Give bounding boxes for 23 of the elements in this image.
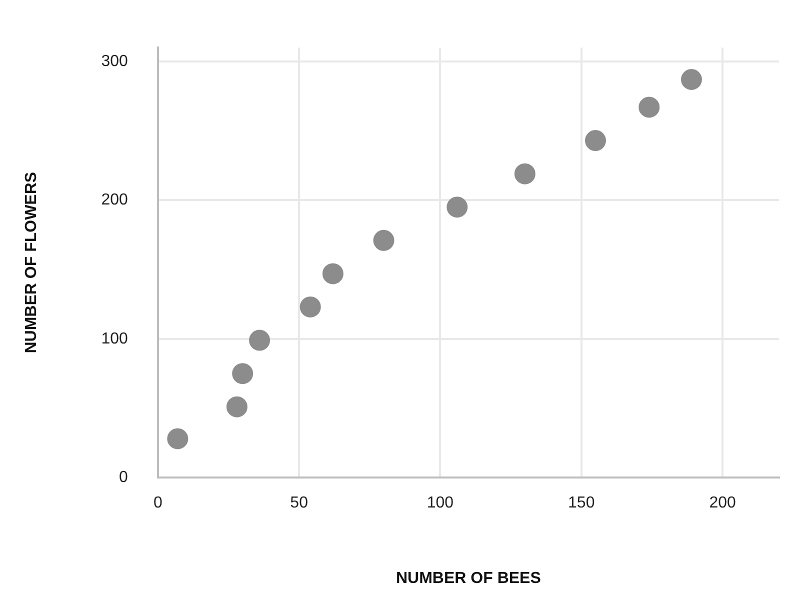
- x-tick-label: 100: [426, 494, 454, 512]
- y-tick-label: 200: [101, 192, 128, 209]
- x-tick-label: 0: [153, 494, 162, 512]
- y-axis-title: NUMBER OF FLOWERS: [23, 172, 40, 354]
- point: [167, 428, 188, 450]
- point: [514, 163, 536, 184]
- y-tick-label: 0: [118, 469, 128, 486]
- point: [584, 130, 606, 152]
- point: [322, 263, 344, 284]
- point: [446, 196, 468, 218]
- x-tick-label: 50: [290, 494, 308, 512]
- point: [300, 296, 321, 318]
- x-axis-title: NUMBER OF BEES: [396, 570, 542, 587]
- point: [249, 330, 270, 351]
- point: [232, 363, 254, 384]
- point: [680, 69, 702, 90]
- point: [638, 96, 660, 118]
- y-tick-label: 300: [101, 52, 128, 70]
- point: [373, 230, 394, 251]
- y-tick-label: 100: [101, 330, 128, 348]
- x-tick-label: 200: [709, 494, 736, 512]
- point: [226, 396, 248, 418]
- x-tick-label: 150: [568, 494, 595, 512]
